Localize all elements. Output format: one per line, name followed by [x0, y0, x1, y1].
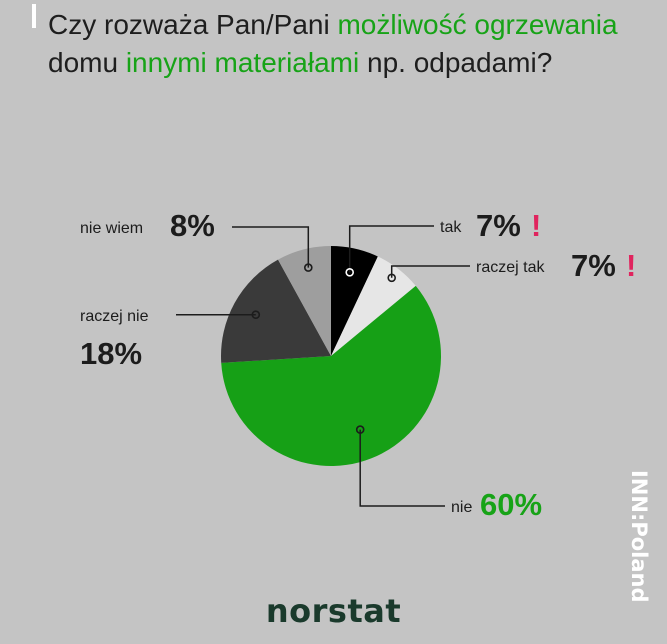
leader-line-tak	[348, 225, 434, 273]
title-text: domu	[48, 47, 126, 78]
innpoland-logo: INN:Poland	[627, 470, 651, 603]
leader-dot-tak	[345, 267, 355, 277]
label-tak: tak	[440, 219, 462, 236]
leader-dot-raczej-tak	[387, 273, 397, 283]
pie-slice-tak	[331, 246, 378, 356]
pie-slice-nie-wiem	[278, 246, 331, 356]
title-highlight: możliwość ogrzewania	[337, 9, 618, 40]
norstat-logo: norstat	[265, 592, 402, 630]
title-text: np. odpadami?	[359, 47, 553, 78]
pie-slice-nie	[221, 285, 442, 466]
alert-raczej-tak: !	[626, 248, 636, 283]
pie-slice-raczej-tak	[331, 256, 416, 356]
value-nie-wiem: 8%	[170, 208, 215, 243]
leader-line-nie	[359, 429, 445, 507]
value-raczej-tak: 7%	[571, 248, 616, 283]
label-nie: nie	[451, 499, 472, 516]
leader-line-nie-wiem	[232, 226, 310, 268]
chart-title: Czy rozważa Pan/Pani możliwość ogrzewani…	[48, 6, 648, 82]
value-nie: 60%	[480, 487, 542, 522]
leader-dot-nie	[355, 425, 365, 434]
label-raczej-nie: raczej nie	[80, 308, 149, 325]
leader-dot-nie-wiem	[303, 263, 313, 272]
label-nie-wiem: nie wiem	[80, 220, 143, 237]
label-raczej-tak: raczej tak	[476, 259, 545, 276]
title-text: Czy rozważa Pan/Pani	[48, 9, 338, 40]
alert-tak: !	[531, 208, 541, 243]
pie-slice-raczej-nie	[221, 259, 331, 363]
value-tak: 7%	[476, 208, 521, 243]
title-highlight: innymi materiałami	[125, 47, 360, 78]
leader-dot-raczej-nie	[251, 310, 261, 320]
title-accent-bar	[32, 4, 36, 28]
value-raczej-nie: 18%	[80, 336, 142, 371]
